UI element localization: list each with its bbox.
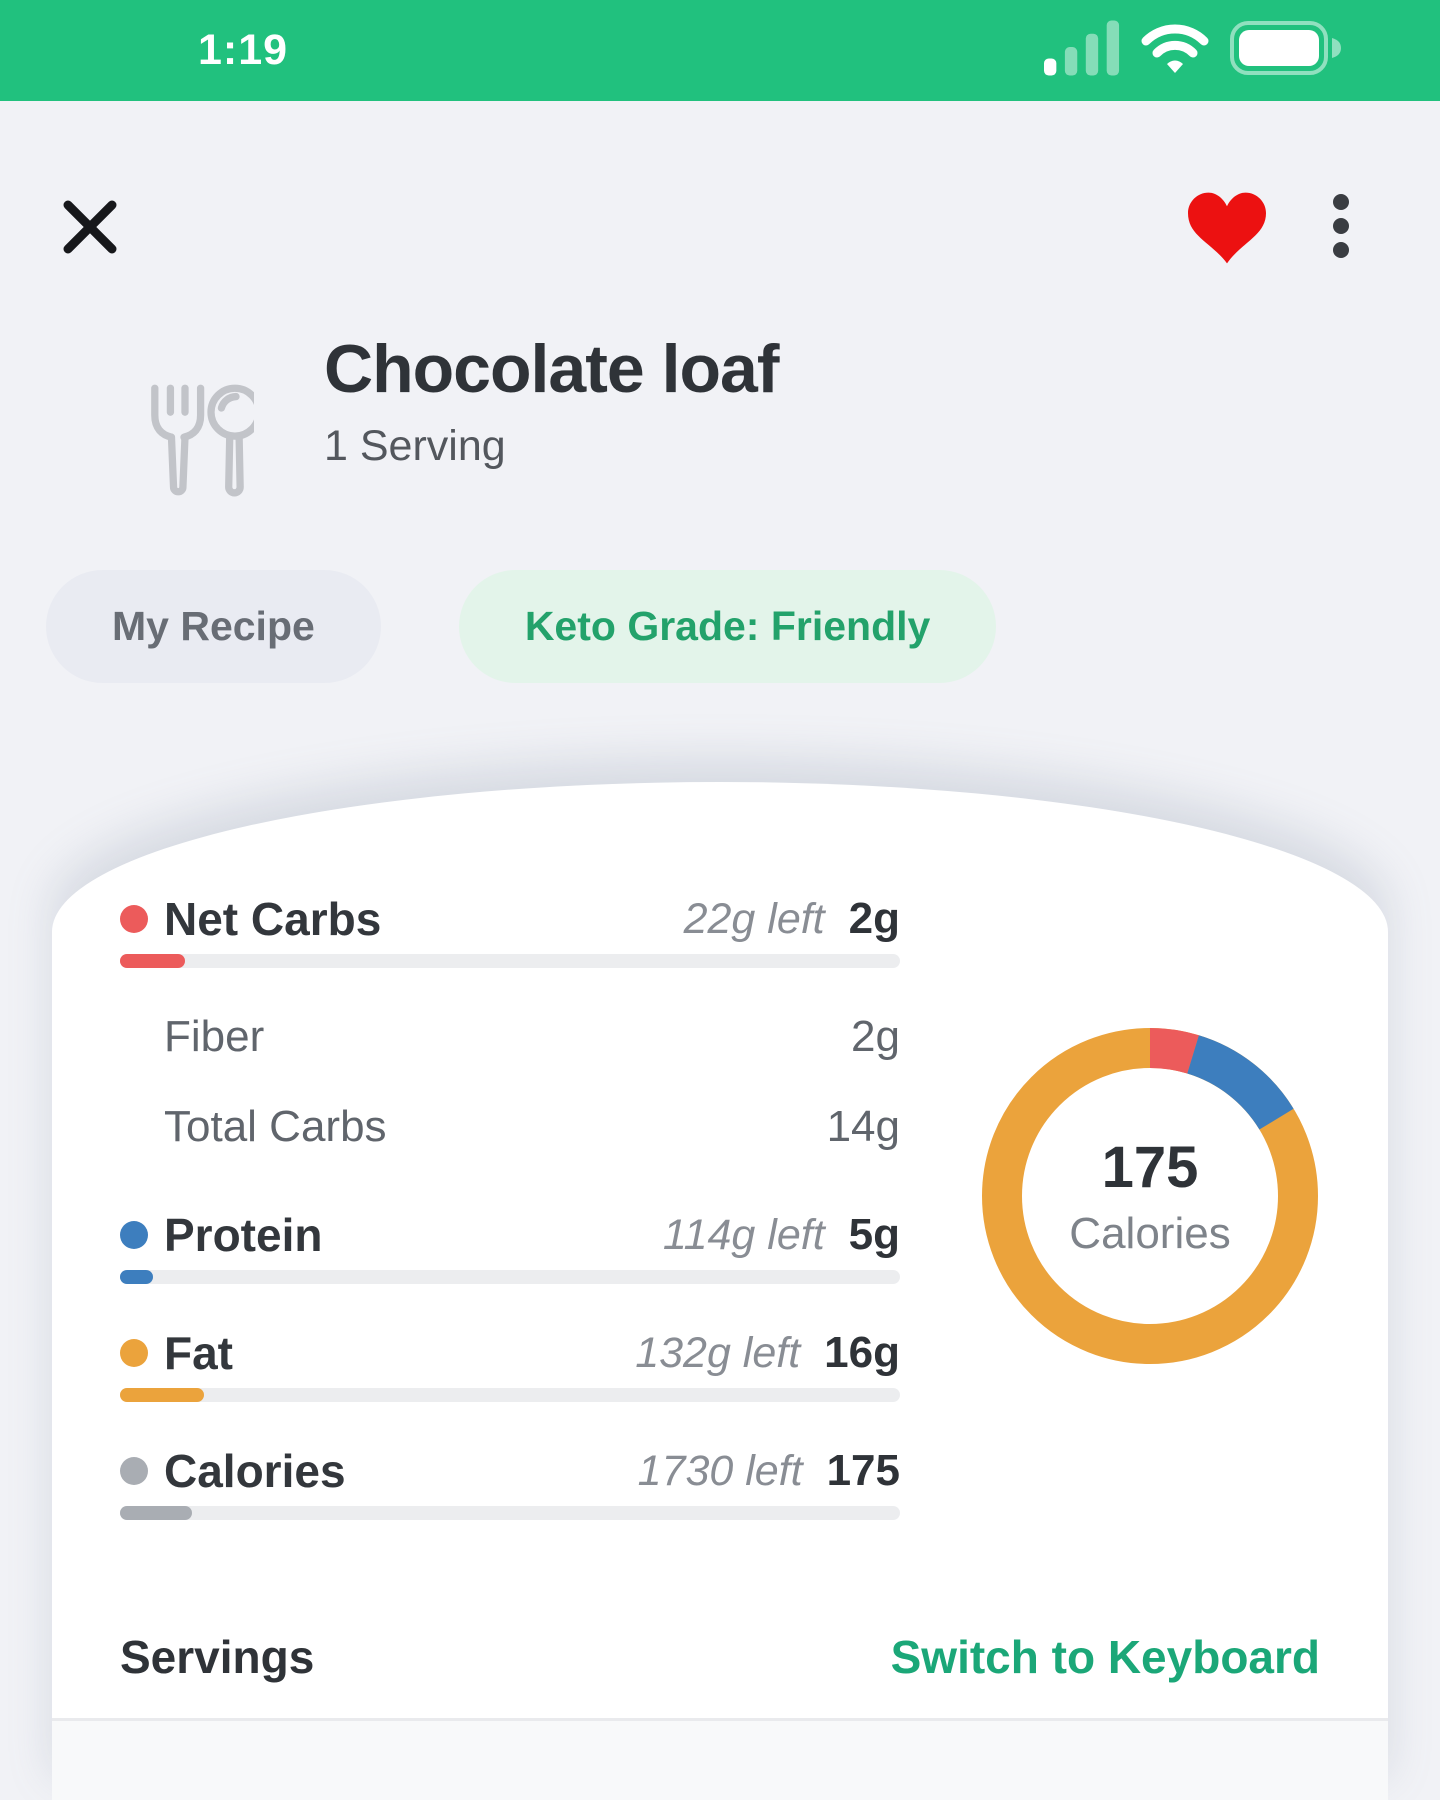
badge-row: My Recipe Keto Grade: Friendly [46,570,997,683]
protein-row: Protein 114g left 5g [120,1209,900,1284]
nutrition-card: Net Carbs 22g left 2g Fiber 2g Total Car… [52,782,1388,1800]
protein-progress-track [120,1270,900,1284]
macro-rows: Net Carbs 22g left 2g Fiber 2g Total Car… [120,782,900,1520]
calories-row: Calories 1730 left 175 [120,1445,900,1520]
calories-value: 175 [826,1446,900,1495]
protein-value: 5g [848,1210,900,1259]
cellular-signal-icon [1044,20,1120,81]
kebab-menu-icon [1332,193,1350,264]
more-options-button[interactable] [1332,193,1352,263]
fat-row: Fat 132g left 16g [120,1327,900,1402]
fat-dot [120,1339,148,1367]
fork-spoon-icon [142,382,263,515]
my-recipe-badge: My Recipe [46,570,381,683]
battery-icon [1230,21,1342,80]
donut-calorie-value: 175 [1101,1134,1199,1200]
total-carbs-value: 14g [826,1102,900,1151]
calories-dot [120,1457,148,1485]
favorite-button[interactable] [1188,192,1266,264]
protein-remaining: 114g left [662,1210,825,1259]
keto-grade-badge[interactable]: Keto Grade: Friendly [458,570,997,683]
net-carbs-progress-fill [120,954,185,968]
servings-label: Servings [120,1631,315,1683]
status-icons [1044,20,1342,81]
net-carbs-label: Net Carbs [164,893,382,945]
calories-remaining: 1730 left [637,1446,803,1495]
close-button[interactable] [60,197,120,257]
status-bar: 1:19 [0,0,1440,101]
recipe-title: Chocolate loaf [324,331,779,407]
donut-calorie-label: Calories [1069,1208,1231,1258]
protein-label: Protein [164,1209,323,1261]
recipe-header: Chocolate loaf 1 Serving [142,330,779,515]
protein-dot [120,1221,148,1249]
total-carbs-row: Total Carbs 14g [120,1102,900,1152]
net-carbs-progress-track [120,954,900,968]
fat-progress-fill [120,1388,205,1402]
calories-progress-track [120,1506,900,1520]
divider [52,1718,1388,1721]
fiber-label: Fiber [164,1012,265,1061]
calories-label: Calories [164,1445,346,1497]
fat-label: Fat [164,1327,233,1379]
net-carbs-remaining: 22g left [683,894,825,943]
donut-center: 175 Calories [982,1028,1318,1364]
fat-remaining: 132g left [635,1328,801,1377]
fiber-value: 2g [851,1012,900,1061]
net-carbs-value: 2g [848,894,900,943]
serving-count: 1 Serving [324,422,506,470]
nav-actions [1188,192,1352,264]
fat-value: 16g [824,1328,900,1377]
calories-donut-chart: 175 Calories [982,1028,1318,1364]
net-carbs-dot [120,905,148,933]
servings-row: Servings Switch to Keyboard [120,1630,1320,1684]
protein-progress-fill [120,1270,153,1284]
servings-picker-area[interactable] [52,1721,1388,1800]
close-icon [60,200,120,261]
title-block: Chocolate loaf 1 Serving [324,330,779,471]
calories-progress-fill [120,1506,192,1520]
switch-to-keyboard-button[interactable]: Switch to Keyboard [890,1631,1320,1683]
heart-icon [1188,192,1266,268]
wifi-icon [1140,21,1210,80]
total-carbs-label: Total Carbs [164,1102,387,1151]
fiber-row: Fiber 2g [120,1012,900,1062]
net-carbs-row: Net Carbs 22g left 2g [120,893,900,968]
clock-time: 1:19 [198,26,289,74]
fat-progress-track [120,1388,900,1402]
